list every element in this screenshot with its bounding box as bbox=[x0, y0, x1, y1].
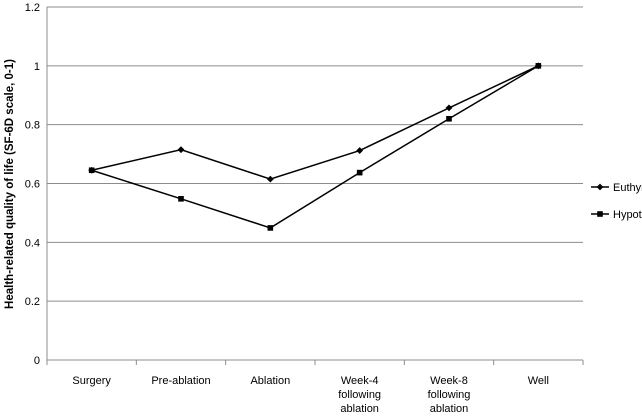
data-point bbox=[267, 225, 274, 231]
gridlines bbox=[47, 6, 583, 302]
series-euthyroid bbox=[88, 62, 542, 183]
y-tick-label: 0.6 bbox=[25, 179, 40, 191]
x-tick-label: Week-4 following ablation bbox=[338, 375, 381, 415]
x-tick-label: Week-8 following ablation bbox=[428, 375, 471, 415]
y-tick-labels: 0 0.2 0.4 0.6 0.8 1 1.2 bbox=[25, 2, 40, 367]
data-point bbox=[356, 147, 364, 154]
axes bbox=[46, 7, 584, 365]
legend-label: Hypothyroid bbox=[613, 209, 642, 221]
x-tick-label: Well bbox=[528, 375, 549, 387]
y-tick-label: 0.8 bbox=[25, 120, 40, 132]
x-tick-labels: Surgery Pre-ablation Ablation Week-4 followi… bbox=[72, 375, 549, 415]
data-point bbox=[177, 146, 185, 154]
legend: Euthyroid Hypothyroid bbox=[591, 182, 642, 221]
data-point bbox=[446, 115, 452, 122]
legend-marker bbox=[597, 211, 603, 217]
series-hypothyroid bbox=[88, 63, 542, 231]
data-point bbox=[445, 104, 453, 112]
y-tick-label: 1.2 bbox=[25, 2, 40, 14]
legend-marker bbox=[596, 183, 604, 191]
legend-entry: Euthyroid bbox=[591, 182, 642, 194]
data-point bbox=[535, 63, 542, 69]
series-line bbox=[91, 65, 539, 229]
y-tick-label: 1 bbox=[34, 61, 40, 73]
x-tick-label: Pre-ablation bbox=[151, 375, 210, 387]
x-tick-label: Surgery bbox=[72, 375, 111, 387]
y-axis-label: Health-related quality of life (SF-6D sc… bbox=[4, 59, 16, 309]
data-point bbox=[356, 169, 363, 176]
y-tick-label: 0.2 bbox=[25, 296, 40, 308]
x-tick-label: Ablation bbox=[250, 375, 290, 387]
data-point bbox=[88, 167, 95, 174]
series-line bbox=[91, 65, 539, 180]
legend-label: Euthyroid bbox=[613, 182, 642, 194]
legend-entry: Hypothyroid bbox=[591, 209, 642, 221]
data-point bbox=[178, 195, 184, 202]
y-tick-label: 0.4 bbox=[25, 237, 40, 249]
series-group bbox=[88, 62, 542, 231]
y-tick-label: 0 bbox=[34, 355, 40, 367]
data-point bbox=[266, 175, 274, 183]
